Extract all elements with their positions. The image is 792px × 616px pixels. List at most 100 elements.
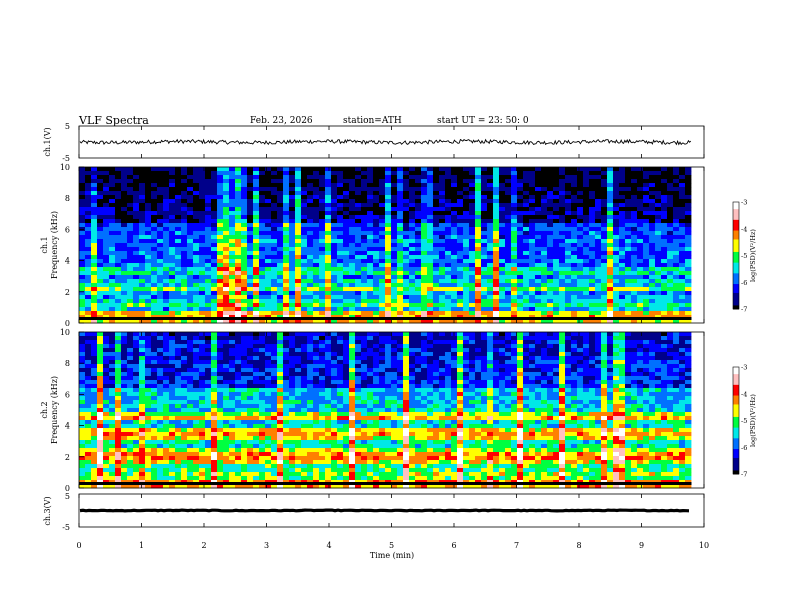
spec-cell [571, 307, 577, 311]
spec-cell [337, 348, 343, 352]
spec-cell [553, 303, 559, 307]
spec-cell [379, 287, 385, 291]
spec-cell [535, 175, 541, 179]
spec-cell [547, 195, 553, 199]
spec-cell [163, 235, 169, 239]
spec-cell [79, 203, 85, 207]
spec-cell [649, 295, 655, 299]
spec-cell [361, 171, 367, 175]
spec-cell [409, 211, 415, 215]
spec-cell [169, 215, 175, 219]
spec-cell [301, 231, 307, 235]
spec-cell [289, 251, 295, 255]
spec-cell [121, 195, 127, 199]
spec-cell [451, 291, 457, 295]
spec-cell [451, 219, 457, 223]
spec-cell [535, 279, 541, 283]
spec-cell [553, 295, 559, 299]
spec-cell [205, 247, 211, 251]
spec-cell [271, 299, 277, 303]
spec-cell [649, 171, 655, 175]
spec-cell [577, 307, 583, 311]
spec-cell [331, 299, 337, 303]
spec-cell [397, 295, 403, 299]
spec-cell [553, 311, 559, 315]
spec-cell [235, 251, 241, 255]
spec-cell [475, 279, 481, 283]
spec-cell [301, 271, 307, 275]
spec-cell [265, 279, 271, 283]
spec-cell [373, 243, 379, 247]
spec-cell [607, 352, 613, 356]
spec-cell [517, 235, 523, 239]
spec-cell [583, 267, 589, 271]
spec-cell [655, 307, 661, 311]
spec-cell [685, 227, 691, 231]
spec-cell [679, 187, 685, 191]
spec-cell [115, 235, 121, 239]
spec-cell [349, 179, 355, 183]
spec-cell [487, 247, 493, 251]
spec-cell [133, 311, 139, 315]
spec-cell [151, 171, 157, 175]
spec-cell [103, 223, 109, 227]
spec-cell [463, 191, 469, 195]
spec-cell [523, 195, 529, 199]
spec-cell [235, 263, 241, 267]
spec-cell [205, 259, 211, 263]
spec-cell [325, 175, 331, 179]
spec-cell [481, 348, 487, 352]
spec-cell [355, 243, 361, 247]
spec-cell [91, 195, 97, 199]
spec-cell [181, 311, 187, 315]
spec-cell [325, 247, 331, 251]
spec-cell [661, 348, 667, 352]
spec-cell [91, 171, 97, 175]
spec-cell [253, 195, 259, 199]
spec-cell [685, 175, 691, 179]
spec-cell [247, 352, 253, 356]
spec-cell [553, 207, 559, 211]
spec-cell [433, 348, 439, 352]
spec-cell [625, 340, 631, 344]
spec-cell [433, 239, 439, 243]
spec-cell [91, 259, 97, 263]
spec-cell [145, 332, 151, 336]
spec-cell [571, 340, 577, 344]
spec-cell [313, 179, 319, 183]
spec-cell [85, 287, 91, 291]
spec-cell [289, 295, 295, 299]
spec-cell [367, 203, 373, 207]
spec-cell [463, 332, 469, 336]
spec-cell [625, 223, 631, 227]
spec-cell [613, 295, 619, 299]
spec-ytick-label: 8 [65, 194, 70, 203]
spec-cell [103, 179, 109, 183]
spec-cell [415, 239, 421, 243]
spec-cell [79, 259, 85, 263]
spec-cell [223, 235, 229, 239]
spec-cell [577, 344, 583, 348]
spec-cell [79, 348, 85, 352]
spec-cell [355, 215, 361, 219]
spec-cell [199, 271, 205, 275]
spec-cell [619, 311, 625, 315]
spec-cell [307, 215, 313, 219]
spec-cell [271, 247, 277, 251]
spec-cell [433, 199, 439, 203]
spec-cell [589, 299, 595, 303]
spec-cell [607, 247, 613, 251]
spec-cell [97, 291, 103, 295]
spec-cell [85, 344, 91, 348]
spec-cell [481, 191, 487, 195]
spec-cell [379, 243, 385, 247]
spec-cell [445, 239, 451, 243]
spec-cell [175, 356, 181, 360]
spec-cell [379, 187, 385, 191]
spec-cell [229, 364, 235, 368]
spec-cell [541, 332, 547, 336]
spec-cell [379, 171, 385, 175]
spec-cell [637, 283, 643, 287]
spec-cell [673, 283, 679, 287]
spec-cell [463, 247, 469, 251]
